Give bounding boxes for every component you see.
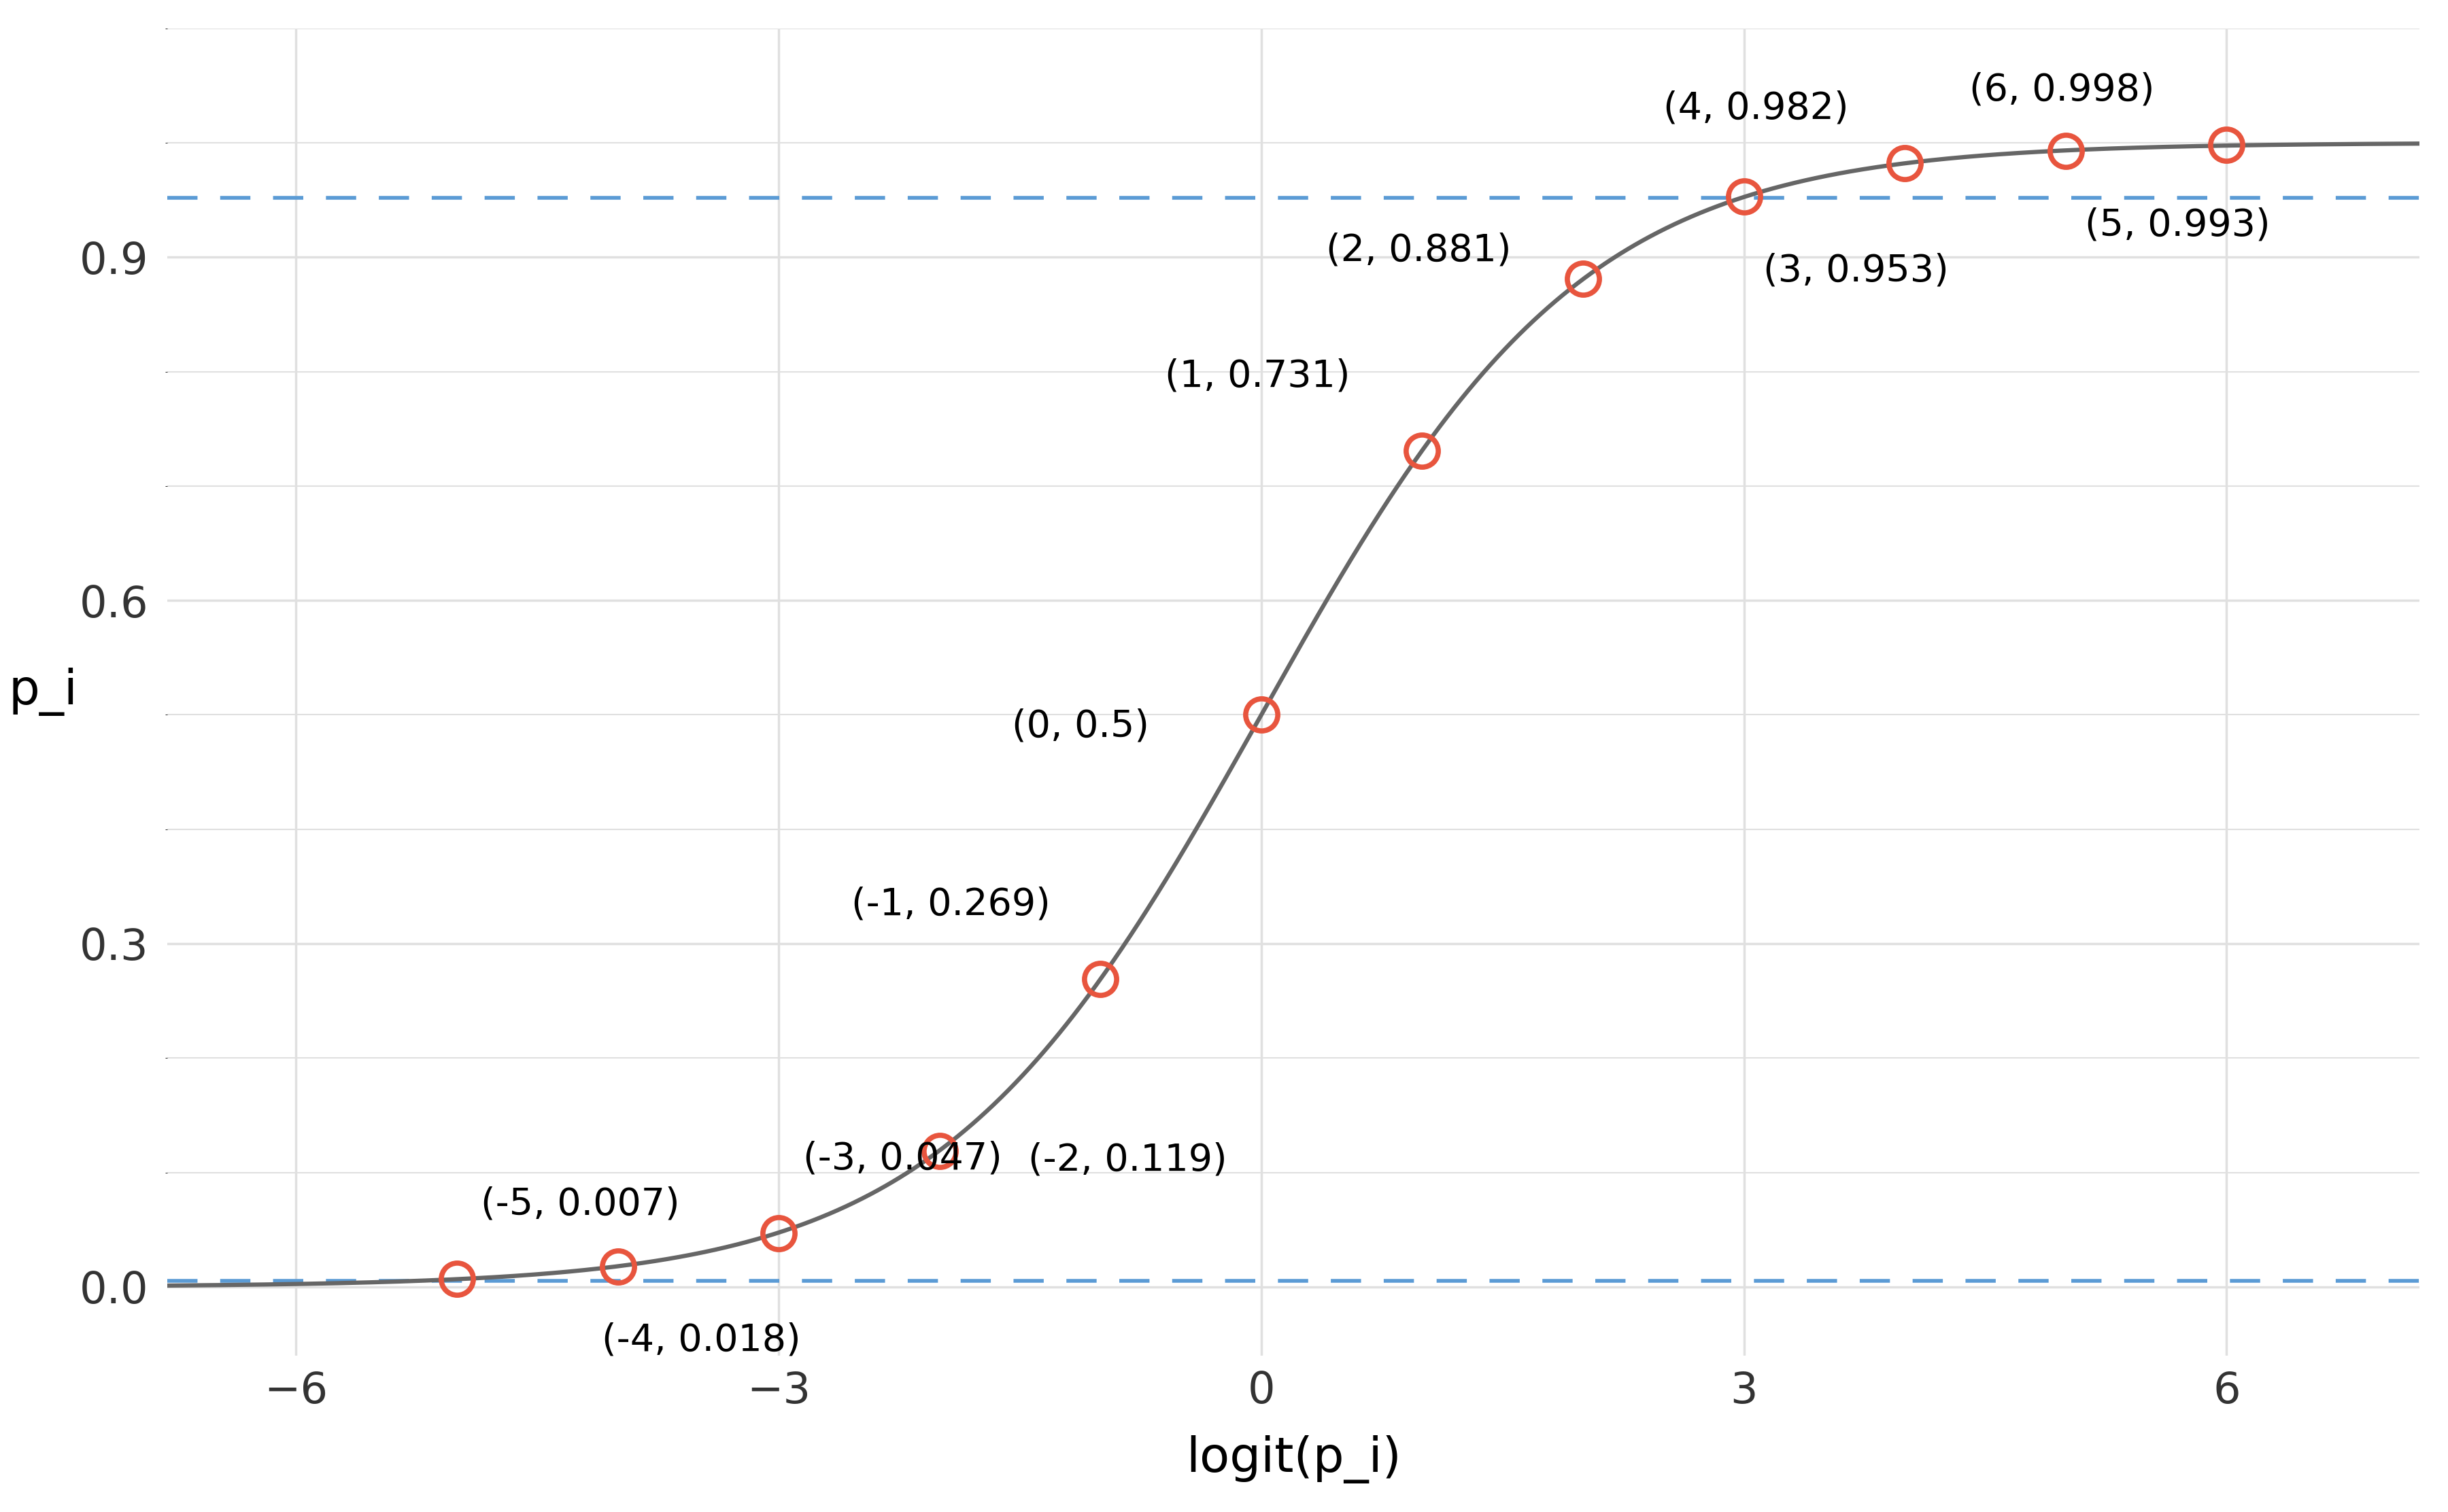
Text: (-2, 0.119): (-2, 0.119) bbox=[1028, 1142, 1226, 1178]
Text: (1, 0.731): (1, 0.731) bbox=[1165, 358, 1351, 395]
Text: (3, 0.953): (3, 0.953) bbox=[1763, 253, 1949, 289]
X-axis label: logit(p_i): logit(p_i) bbox=[1185, 1435, 1400, 1483]
Text: (0, 0.5): (0, 0.5) bbox=[1011, 708, 1148, 744]
Text: (-5, 0.007): (-5, 0.007) bbox=[482, 1185, 681, 1223]
Text: (-3, 0.047): (-3, 0.047) bbox=[803, 1140, 1001, 1176]
Text: (2, 0.881): (2, 0.881) bbox=[1327, 231, 1510, 269]
Text: (4, 0.982): (4, 0.982) bbox=[1665, 91, 1848, 127]
Text: (-1, 0.269): (-1, 0.269) bbox=[852, 886, 1050, 922]
Text: (-4, 0.018): (-4, 0.018) bbox=[602, 1323, 800, 1359]
Text: (5, 0.993): (5, 0.993) bbox=[2086, 207, 2269, 243]
Y-axis label: p_i: p_i bbox=[10, 668, 78, 717]
Text: (6, 0.998): (6, 0.998) bbox=[1968, 71, 2154, 109]
